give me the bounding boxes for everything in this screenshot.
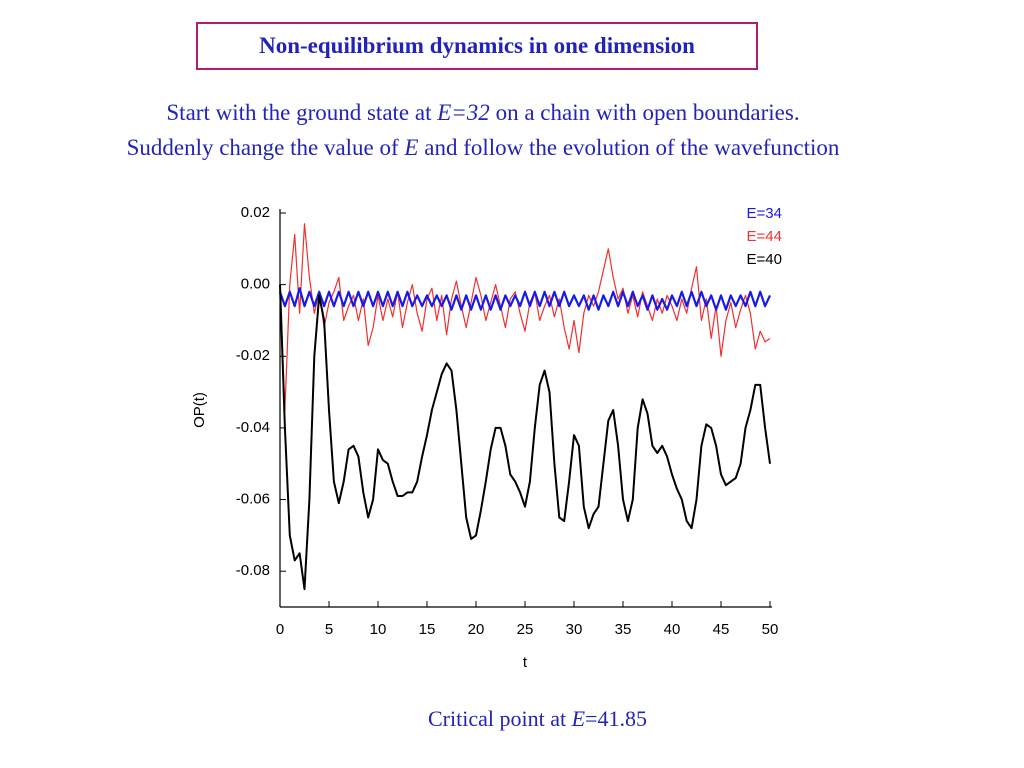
footer: Critical point at E=41.85 (428, 706, 647, 732)
text: Critical point at (428, 706, 572, 731)
text: Suddenly change the value of (126, 135, 405, 160)
y-axis-label: OP(t) (191, 392, 208, 428)
y-tick-label: 0.00 (241, 276, 270, 293)
text: and follow the evolution of the wavefunc… (418, 135, 840, 160)
x-tick-label: 30 (566, 621, 583, 638)
x-tick-label: 40 (664, 621, 681, 638)
y-tick-label: 0.02 (241, 204, 270, 221)
intro-line: Start with the ground state at E=32 on a… (0, 100, 966, 126)
series-line (278, 287, 772, 311)
series-line (279, 284, 771, 591)
legend-entry: E=40 (747, 251, 782, 268)
y-tick-label: -0.08 (236, 562, 270, 579)
series-line (279, 223, 771, 411)
intro-line: Suddenly change the value of E and follo… (0, 135, 966, 161)
x-tick-label: 0 (276, 621, 284, 638)
x-tick-label: 10 (370, 621, 387, 638)
x-tick-label: 45 (713, 621, 730, 638)
x-tick-label: 35 (615, 621, 632, 638)
y-tick-label: -0.02 (236, 347, 270, 364)
text: Start with the ground state at (166, 100, 438, 125)
x-tick-label: 15 (419, 621, 436, 638)
legend-entry: E=44 (747, 228, 782, 245)
x-axis-label: t (523, 654, 528, 671)
text: E=32 (437, 100, 490, 125)
x-tick-label: 5 (325, 621, 333, 638)
x-tick-label: 25 (517, 621, 534, 638)
slide-title: Non-equilibrium dynamics in one dimensio… (196, 22, 758, 70)
y-tick-label: -0.06 (236, 491, 270, 508)
x-tick-label: 50 (762, 621, 779, 638)
text: =41.85 (585, 706, 647, 731)
x-tick-label: 20 (468, 621, 485, 638)
text: E (571, 706, 586, 731)
text: E (404, 135, 419, 160)
text: on a chain with open boundaries. (489, 100, 800, 125)
y-tick-label: -0.04 (236, 419, 270, 436)
legend-entry: E=34 (747, 205, 782, 222)
